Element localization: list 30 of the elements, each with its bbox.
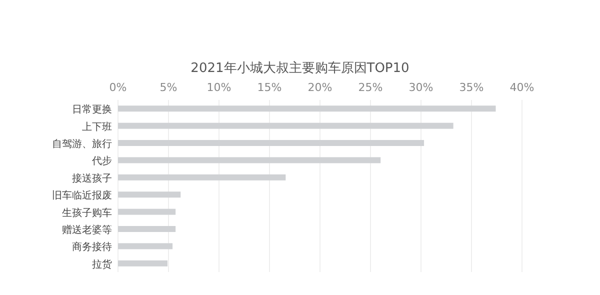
y-tick-label: 拉货 [92,258,112,270]
bar [118,106,496,112]
y-tick-label: 代步 [91,155,112,168]
y-tick-label: 上下班 [82,120,112,133]
bar [118,226,176,232]
y-tick-label: 旧车临近报废 [52,190,112,202]
y-tick-label: 赠送老婆等 [62,224,112,236]
y-tick-label: 日常更换 [72,104,112,116]
bar [118,192,181,198]
bar [118,140,424,146]
bar [118,157,381,164]
x-tick-label: 35% [459,81,484,94]
x-tick-label: 40% [510,81,534,94]
bar [118,174,286,180]
x-tick-label: 20% [308,81,332,94]
bar [118,243,173,250]
bar [118,260,168,266]
chart-title: 2021年小城大叔主要购车原因TOP10 [190,60,410,76]
x-tick-label: 5% [160,81,178,94]
y-tick-label: 生孩子购车 [62,206,112,219]
y-tick-label: 自驾游、旅行 [52,138,112,150]
y-tick-label: 商务接待 [72,241,112,254]
y-tick-label: 接送孩子 [72,172,112,184]
x-tick-label: 10% [206,81,232,94]
x-tick-label: 15% [257,81,282,94]
bar [118,208,176,215]
x-tick-label: 30% [408,81,434,94]
x-tick-label: 0% [109,81,127,94]
bar [118,122,454,129]
x-tick-label: 25% [358,81,383,94]
